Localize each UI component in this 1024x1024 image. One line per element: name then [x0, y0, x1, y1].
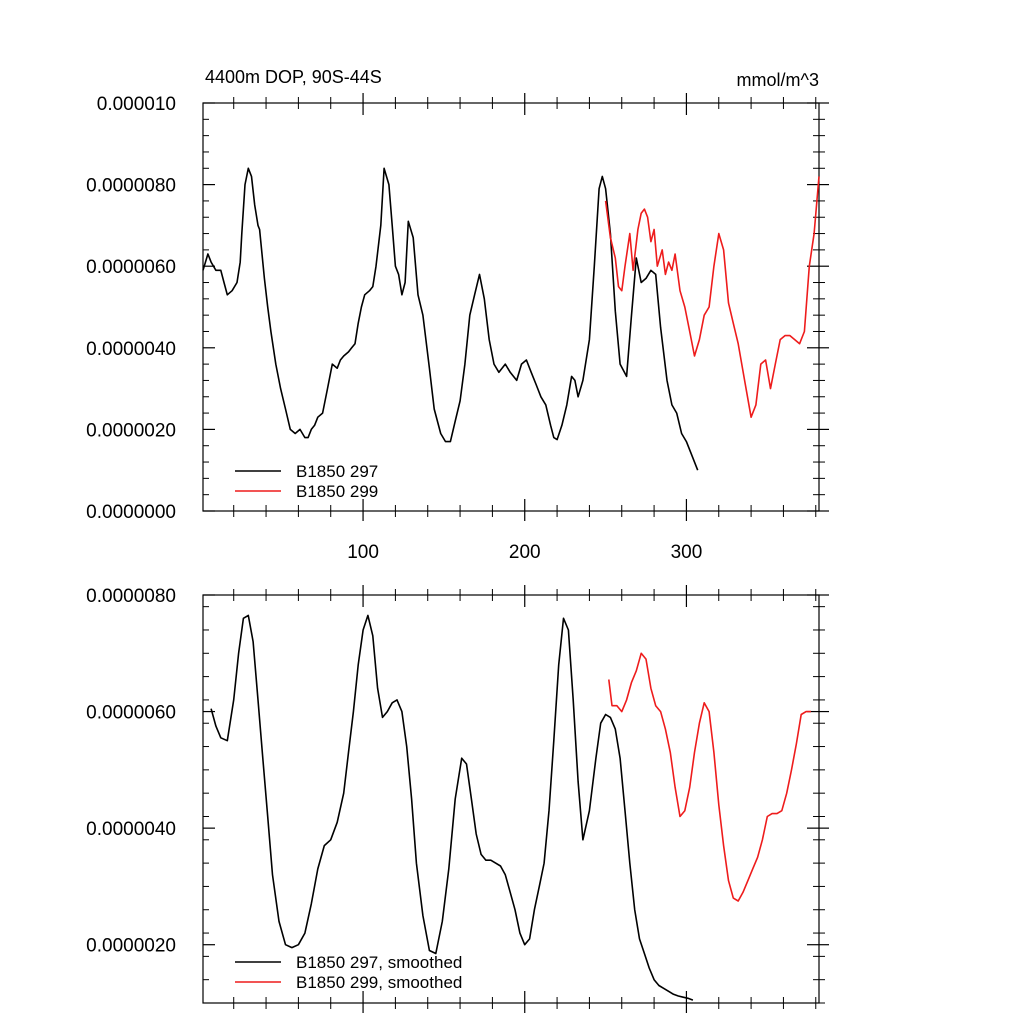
plot-frame [202, 594, 820, 1004]
series-line-b1850-297-smoothed [210, 614, 694, 1001]
series-lines [202, 167, 820, 471]
legend-label-b1850-297-smoothed: B1850 297, smoothed [296, 953, 462, 972]
units-label: mmol/m^3 [737, 70, 819, 90]
y-tick-label: 0.0000080 [86, 176, 176, 197]
y-tick-label: 0.0000020 [86, 936, 176, 957]
legend: B1850 297, smoothed B1850 299, smoothed [235, 953, 462, 992]
y-tick-labels: 0.0000000 0.0000020 0.0000040 0.0000060 0.00… [86, 94, 176, 523]
y-tick-label: 0.0000000 [86, 502, 176, 523]
panel-dop-raw: 4400m DOP, 90S-44S mmol/m^3 0.00000000.0… [86, 67, 829, 563]
y-tick-label: 0.0000040 [86, 819, 176, 840]
y-tick-label: 0.0000080 [86, 586, 176, 607]
axis-ticks [203, 93, 829, 521]
x-tick-labels: 100 200 300 [347, 542, 702, 563]
y-tick-label: 0.0000060 [86, 703, 176, 724]
panel-dop-smoothed: 0.0000020 0.0000040 0.0000060 0.0000080 B18… [86, 585, 829, 1013]
y-tick-labels: 0.0000020 0.0000040 0.0000060 0.0000080 [86, 586, 176, 957]
plot-frame [202, 102, 820, 512]
series-line-b1850-297 [202, 167, 699, 471]
y-tick-label: 0.0000060 [86, 257, 176, 278]
legend: B1850 297 B1850 299 [235, 462, 378, 501]
axis-ticks [203, 585, 829, 1013]
chart-title: 4400m DOP, 90S-44S [205, 67, 382, 87]
series-line-b1850-299 [604, 176, 820, 419]
y-tick-label: 0.0000020 [86, 420, 176, 441]
x-tick-label: 300 [671, 542, 703, 563]
y-tick-label: 0.000010 [97, 94, 176, 115]
legend-label-b1850-299-smoothed: B1850 299, smoothed [296, 973, 462, 992]
legend-label-b1850-299: B1850 299 [296, 482, 378, 501]
series-lines [210, 614, 811, 1001]
series-line-b1850-299-smoothed [608, 652, 811, 902]
x-tick-label: 100 [347, 542, 379, 563]
x-tick-label: 200 [509, 542, 541, 563]
y-tick-label: 0.0000040 [86, 339, 176, 360]
legend-label-b1850-297: B1850 297 [296, 462, 378, 481]
